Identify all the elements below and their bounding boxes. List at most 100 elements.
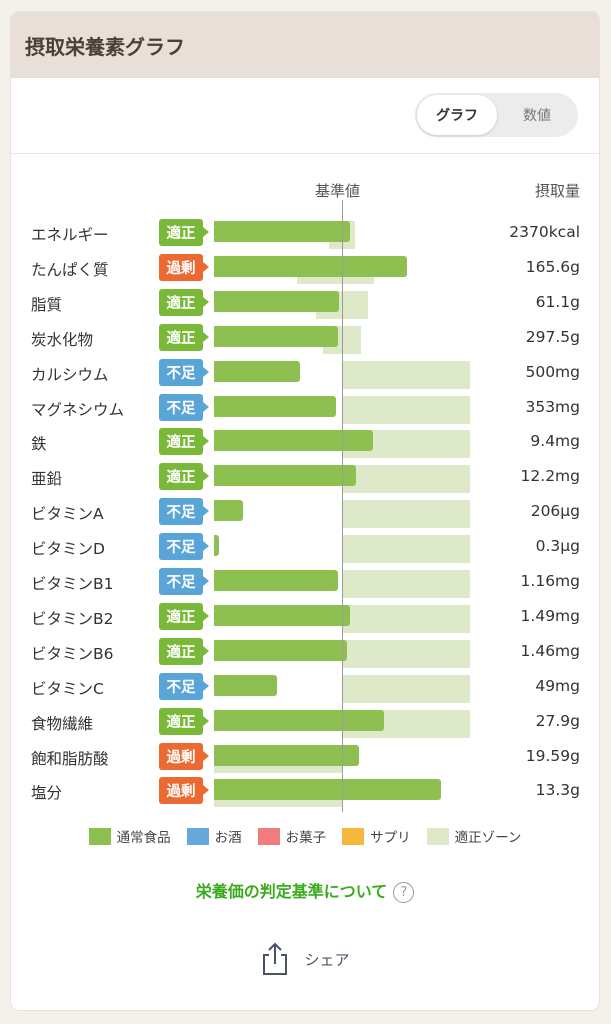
intake-bar <box>214 500 244 522</box>
optimal-zone <box>342 465 470 494</box>
legend: 通常食品 お酒 お菓子 サプリ 適正ゾーン <box>11 826 599 846</box>
optimal-zone <box>342 674 470 703</box>
legend-item: 通常食品 <box>88 826 171 846</box>
nutrient-row: ビタミンD 不足 0.3μg <box>11 530 599 565</box>
nutrient-row: たんぱく質 過剰 165.6g <box>11 251 599 286</box>
page-title: 摂取栄養素グラフ <box>11 12 599 78</box>
share-icon <box>263 942 288 975</box>
intake-bar <box>214 744 359 766</box>
nutrient-name: 脂質 <box>31 295 63 314</box>
status-badge: 不足 <box>159 672 209 700</box>
tab-graph[interactable]: グラフ <box>417 95 497 135</box>
nutrient-row: 塩分 過剰 13.3g <box>11 774 599 809</box>
intake-amount: 61.1g <box>535 292 580 311</box>
share-label: シェア <box>304 950 350 969</box>
status-badge: 適正 <box>159 463 209 491</box>
nutrient-name: 亜鉛 <box>31 470 63 489</box>
intake-amount: 9.4mg <box>530 432 580 451</box>
status-badge: 適正 <box>159 219 209 246</box>
status-badge: 適正 <box>159 637 209 665</box>
intake-bar <box>214 535 220 557</box>
legend-label: お酒 <box>214 830 242 846</box>
share-button[interactable]: シェア <box>11 942 599 976</box>
view-toggle: グラフ 数値 <box>415 93 578 137</box>
optimal-zone <box>342 604 470 633</box>
intake-amount: 2370kcal <box>509 223 580 241</box>
legend-item: お酒 <box>186 826 242 846</box>
nutrient-row: エネルギー 適正 2370kcal <box>11 216 599 251</box>
status-badge: 不足 <box>159 393 209 421</box>
nutrient-name: ビタミンB6 <box>31 644 114 663</box>
reference-line <box>342 200 343 812</box>
intake-bar <box>214 674 277 696</box>
nutrient-chart: 基準値 摂取量 エネルギー 適正 2370kcal たんぱく質 過剰 165.6g 脂質 適正… <box>11 170 599 820</box>
nutrient-name: ビタミンB1 <box>31 575 114 593</box>
view-toggle-row: グラフ 数値 <box>11 78 599 154</box>
status-badge: 不足 <box>159 568 209 595</box>
intake-bar <box>214 604 350 626</box>
tab-values[interactable]: 数値 <box>523 108 551 124</box>
intake-amount: 297.5g <box>525 327 580 346</box>
intake-amount: 19.59g <box>525 746 580 765</box>
status-badge: 不足 <box>159 358 209 386</box>
nutrient-name: 飽和脂肪酸 <box>31 749 109 768</box>
optimal-zone <box>342 535 470 564</box>
nutrient-name: マグネシウム <box>31 400 125 419</box>
nutrient-row: ビタミンA 不足 206μg <box>11 495 599 530</box>
nutrient-row: 鉄 適正 9.4mg <box>11 425 599 460</box>
intake-amount: 1.46mg <box>520 641 580 660</box>
optimal-zone <box>342 500 470 529</box>
intake-amount: 500mg <box>525 362 580 381</box>
status-badge: 不足 <box>159 533 209 561</box>
optimal-zone <box>342 395 470 424</box>
criteria-link-label: 栄養価の判定基準について <box>195 882 388 901</box>
status-badge: 適正 <box>159 288 209 316</box>
nutrient-row: ビタミンB6 適正 1.46mg <box>11 635 599 670</box>
legend-label: 適正ゾーン <box>454 830 522 846</box>
nutrient-name: ビタミンA <box>31 505 104 524</box>
legend-item: サプリ <box>342 826 411 846</box>
intake-bar <box>214 221 350 242</box>
nutrient-row: 脂質 適正 61.1g <box>11 286 599 321</box>
nutrient-graph-card: 摂取栄養素グラフ グラフ 数値 基準値 摂取量 エネルギー 適正 2370kcal た… <box>11 12 599 1010</box>
intake-bar <box>214 255 408 277</box>
intake-bar <box>214 779 441 801</box>
intake-amount: 13.3g <box>535 781 580 800</box>
legend-item: 適正ゾーン <box>426 826 522 846</box>
nutrient-row: ビタミンB2 適正 1.49mg <box>11 600 599 635</box>
status-badge: 適正 <box>159 707 209 735</box>
criteria-link[interactable]: 栄養価の判定基準について? <box>11 878 599 903</box>
intake-amount: 206μg <box>530 502 580 521</box>
intake-amount: 1.49mg <box>520 606 580 625</box>
intake-bar <box>214 395 336 417</box>
intake-bar <box>214 709 385 731</box>
nutrient-name: たんぱく質 <box>31 260 109 279</box>
intake-bar <box>214 570 339 591</box>
nutrient-name: 食物繊維 <box>31 714 94 733</box>
status-badge: 適正 <box>159 602 209 630</box>
legend-label: サプリ <box>370 830 411 846</box>
intake-column-header: 摂取量 <box>534 182 580 200</box>
legend-item: お菓子 <box>257 826 327 846</box>
nutrient-name: 塩分 <box>31 784 63 803</box>
intake-bar <box>214 465 357 487</box>
nutrient-name: ビタミンC <box>31 679 104 698</box>
nutrient-name: エネルギー <box>31 226 109 244</box>
legend-label: お菓子 <box>285 830 327 846</box>
intake-bar <box>214 360 300 382</box>
reference-column-header: 基準値 <box>315 182 361 200</box>
nutrient-name: 鉄 <box>31 435 47 454</box>
legend-swatch <box>426 827 449 845</box>
intake-amount: 0.3μg <box>535 537 580 556</box>
legend-swatch <box>257 827 280 845</box>
legend-label: 通常食品 <box>116 830 171 846</box>
legend-swatch <box>186 827 209 845</box>
optimal-zone <box>342 570 470 598</box>
status-badge: 過剰 <box>159 777 209 805</box>
nutrient-row: 炭水化物 適正 297.5g <box>11 321 599 356</box>
status-badge: 適正 <box>159 428 209 456</box>
nutrient-name: カルシウム <box>31 365 109 384</box>
nutrient-row: カルシウム 不足 500mg <box>11 356 599 391</box>
optimal-zone <box>342 360 470 389</box>
nutrient-row: 亜鉛 適正 12.2mg <box>11 460 599 495</box>
